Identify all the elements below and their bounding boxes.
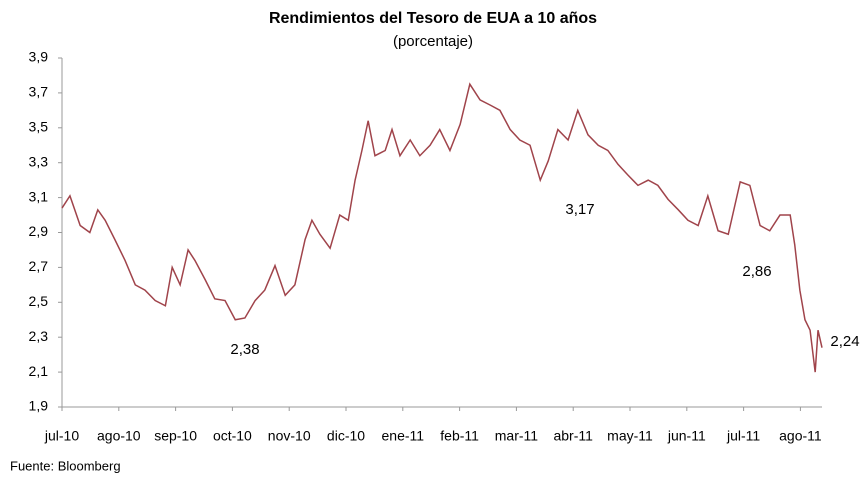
annotation: 2,38: [230, 341, 259, 358]
x-tick-label: oct-10: [213, 428, 252, 444]
chart-subtitle: (porcentaje): [393, 33, 473, 50]
y-tick-label: 2,3: [29, 328, 49, 344]
x-tick-label: ago-11: [779, 428, 822, 444]
y-tick-label: 3,1: [29, 188, 49, 204]
annotation: 3,17: [565, 201, 594, 218]
y-tick-label: 2,7: [29, 258, 49, 274]
y-tick-label: 3,9: [29, 49, 49, 65]
x-tick-label: nov-10: [268, 428, 311, 444]
source: Fuente: Bloomberg: [10, 458, 121, 473]
y-tick-label: 3,7: [29, 84, 49, 100]
chart-title: Rendimientos del Tesoro de EUA a 10 años: [269, 10, 597, 27]
x-tick-label: may-11: [607, 428, 653, 444]
y-tick-label: 2,1: [29, 363, 49, 379]
x-tick-label: jul-10: [44, 428, 79, 444]
annotation: 2,24: [830, 333, 859, 350]
y-tick-label: 3,5: [29, 119, 49, 135]
y-tick-label: 2,5: [29, 293, 49, 309]
y-tick-label: 1,9: [29, 398, 49, 414]
x-tick-label: ene-11: [382, 428, 425, 444]
x-tick-label: dic-10: [327, 428, 365, 444]
line-series: [61, 82, 823, 373]
x-tick-label: jun-11: [667, 428, 706, 444]
annotation: 2,86: [742, 263, 771, 280]
x-tick-label: ago-10: [97, 428, 141, 444]
x-tick-label: mar-11: [495, 428, 539, 444]
x-tick-label: jul-11: [726, 428, 760, 444]
x-tick-label: feb-11: [440, 428, 479, 444]
x-tick-label: abr-11: [553, 428, 593, 444]
x-tick-label: sep-10: [154, 428, 197, 444]
y-tick-label: 3,3: [29, 153, 49, 169]
y-tick-label: 2,9: [29, 223, 49, 239]
